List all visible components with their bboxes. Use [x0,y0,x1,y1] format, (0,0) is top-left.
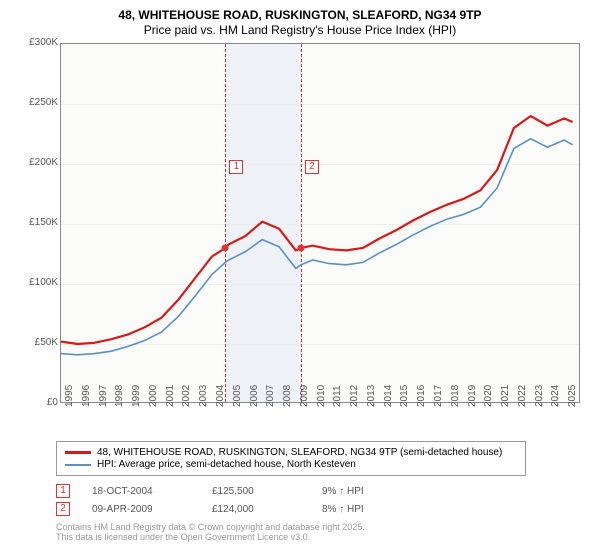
record-date-2: 09-APR-2009 [92,504,212,515]
chart-subtitle: Price paid vs. HM Land Registry's House … [10,23,590,37]
legend-label-hpi: HPI: Average price, semi-detached house,… [97,459,356,470]
y-tick-label: £200K [26,157,58,168]
record-price-2: £124,000 [212,504,322,515]
record-price-1: £125,500 [212,486,322,497]
legend-item-price: 48, WHITEHOUSE ROAD, RUSKINGTON, SLEAFOR… [65,447,517,458]
x-tick-label: 2025 [567,385,587,407]
y-tick-label: £300K [26,37,58,48]
legend: 48, WHITEHOUSE ROAD, RUSKINGTON, SLEAFOR… [56,441,526,476]
footer-line2: This data is licensed under the Open Gov… [56,532,590,542]
record-marker-2: 2 [56,502,70,516]
record-pct-2: 8% ↑ HPI [322,504,364,515]
legend-swatch-hpi [65,464,91,466]
y-tick-label: £150K [26,217,58,228]
marker-label-2: 2 [305,160,319,174]
sale-record-1: 1 18-OCT-2004 £125,500 9% ↑ HPI [56,484,590,498]
legend-swatch-price [65,451,91,454]
line-series [61,44,581,404]
y-tick-label: £0 [26,397,58,408]
record-marker-1: 1 [56,484,70,498]
footer-line1: Contains HM Land Registry data © Crown c… [56,522,590,532]
chart-title: 48, WHITEHOUSE ROAD, RUSKINGTON, SLEAFOR… [10,8,590,22]
sale-point-1 [222,245,229,252]
y-tick-label: £100K [26,277,58,288]
chart-area: 12 £0£50K£100K£150K£200K£250K£300K 19951… [28,43,588,433]
series-price_paid [61,116,573,344]
y-tick-label: £250K [26,97,58,108]
sale-record-2: 2 09-APR-2009 £124,000 8% ↑ HPI [56,502,590,516]
record-date-1: 18-OCT-2004 [92,486,212,497]
sale-records: 1 18-OCT-2004 £125,500 9% ↑ HPI 2 09-APR… [56,484,590,516]
record-pct-1: 9% ↑ HPI [322,486,364,497]
y-tick-label: £50K [26,337,58,348]
legend-item-hpi: HPI: Average price, semi-detached house,… [65,459,517,470]
footer: Contains HM Land Registry data © Crown c… [56,522,590,542]
legend-label-price: 48, WHITEHOUSE ROAD, RUSKINGTON, SLEAFOR… [97,447,502,458]
plot-region: 12 [60,43,580,403]
marker-label-1: 1 [229,160,243,174]
sale-point-2 [297,245,304,252]
